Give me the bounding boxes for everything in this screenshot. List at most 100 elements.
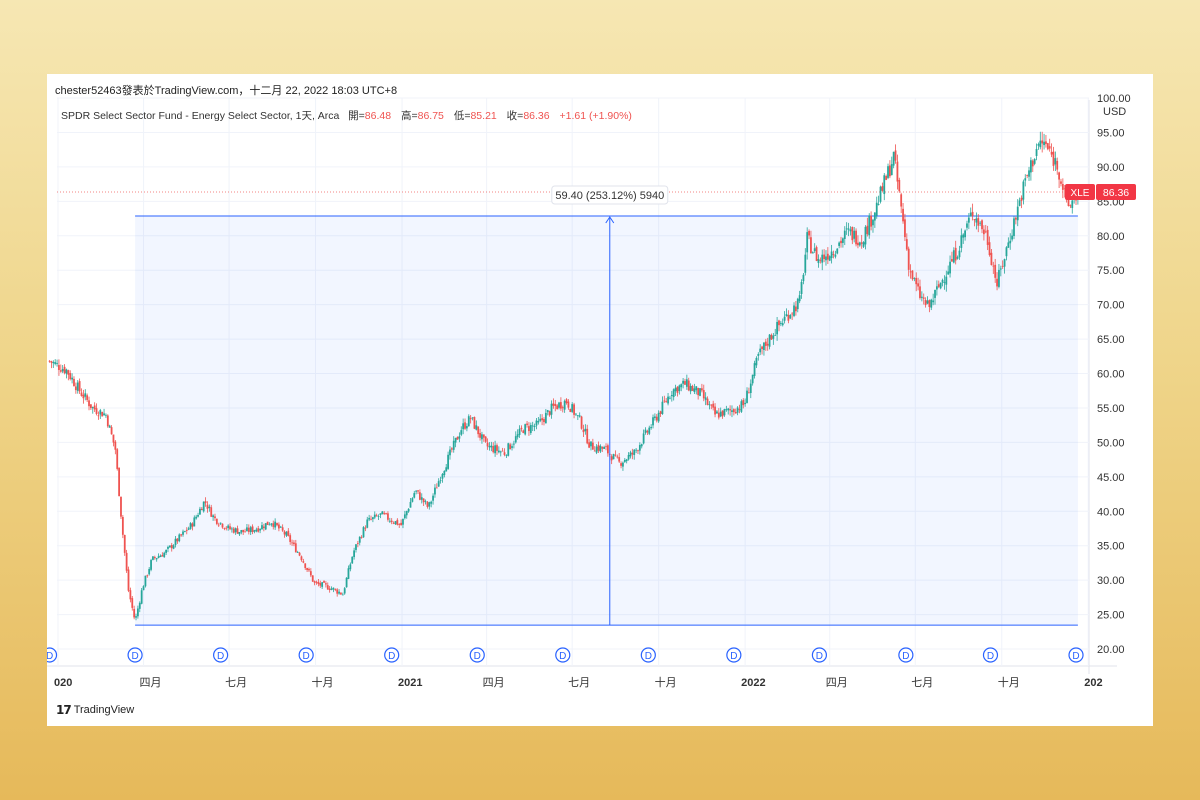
candle-body [936,286,938,290]
candle-body [550,403,553,415]
candle-body [407,508,410,512]
dividend-marker[interactable]: D [982,647,999,663]
y-tick-label: 50.00 [1097,437,1125,449]
candle-body [928,300,931,308]
candle-body [293,542,295,545]
candle-body [217,524,220,526]
candle-body [210,507,213,517]
chart-card: 100.00 95.00 90.00 85.00 80.00 75.00 70.00 65.0… [47,74,1153,726]
candle-body [332,587,335,590]
candle-body [178,534,181,542]
candle-body [1045,141,1047,145]
candle-body [496,445,498,451]
candle-body [231,528,233,530]
candle-body [214,516,216,519]
candle-body [584,428,587,432]
candle-body [947,271,950,275]
candle-body [473,417,476,429]
candle-body [894,150,897,161]
dividend-marker[interactable]: D [898,647,914,663]
dividend-marker[interactable]: D [640,647,656,663]
candle-body [817,259,820,264]
candle-body [321,582,324,587]
dividend-marker[interactable]: D [127,647,143,663]
candle-body [708,404,711,406]
candle-body [482,434,485,438]
candle-body [59,370,62,372]
candle-body [184,531,186,532]
candle-body [746,390,748,403]
dividend-marker[interactable]: D [47,647,58,663]
tradingview-logo[interactable]: 𝟭𝟳 TradingView [56,703,134,717]
candle-body [633,449,636,455]
candle-body [556,405,559,410]
candle-body [832,254,835,256]
candle-body [388,520,391,522]
candle-body [165,550,167,553]
candle-body [554,404,557,406]
candle-body [638,445,641,451]
candle-body [240,530,243,533]
dividend-marker-circle [469,647,485,663]
candle-body [315,581,318,583]
candle-body [103,413,105,416]
dividend-marker[interactable]: D [469,647,485,663]
dividend-marker[interactable]: D [384,647,400,663]
candle-body [904,219,906,238]
candle-body [125,552,128,571]
candle-body [417,490,419,492]
x-tick-label: 十月 [312,675,334,689]
candle-body [932,300,935,303]
y-tick-label: 35.00 [1097,541,1125,553]
candle-body [266,521,269,525]
candle-body [291,542,293,544]
candle-body [616,456,619,458]
dividend-marker[interactable]: D [555,647,571,663]
candle-body [507,443,510,456]
candle-body [706,398,709,405]
candle-body [990,252,993,266]
candle-body [853,230,856,239]
candle-body [543,419,545,423]
candle-body [821,254,824,263]
candle-body [798,295,801,302]
candle-body [1009,240,1012,244]
candle-body [808,230,810,236]
candle-body [858,242,861,246]
candle-body [91,407,94,409]
dividend-marker-circle [555,647,571,663]
candle-body [439,480,442,482]
candle-body [637,450,639,452]
candle-body [340,592,342,595]
dividend-marker[interactable]: D [726,647,742,663]
candle-body [458,436,461,439]
dividend-marker[interactable]: D [213,647,229,663]
candle-body [355,544,357,550]
y-tick-label: 55.00 [1097,403,1125,415]
candle-body [50,361,53,363]
dividend-marker[interactable]: D [298,647,314,663]
candle-body [811,252,814,254]
candle-body [1014,217,1017,220]
candle-body [135,616,137,618]
candle-body [199,508,201,515]
candle-body [635,449,637,451]
candle-body [612,454,615,460]
price-chart[interactable]: 100.0095.0090.0085.0080.0075.0070.0065.0… [47,74,1153,726]
x-tick-label: 2022 [741,677,765,689]
candle-body [78,381,81,392]
candle-body [358,536,361,543]
candle-body [699,388,701,396]
candle-body [48,360,51,362]
dividend-marker-circle [384,647,400,663]
dividend-marker[interactable]: D [811,647,828,663]
candle-body [511,446,513,448]
candle-body [917,283,919,287]
candle-body [249,527,252,533]
candle-body [270,523,273,525]
candle-body [1043,141,1045,146]
candle-body [411,498,414,502]
candle-body [669,397,671,399]
dividend-marker[interactable]: D [1068,647,1084,663]
candle-body [967,217,970,223]
